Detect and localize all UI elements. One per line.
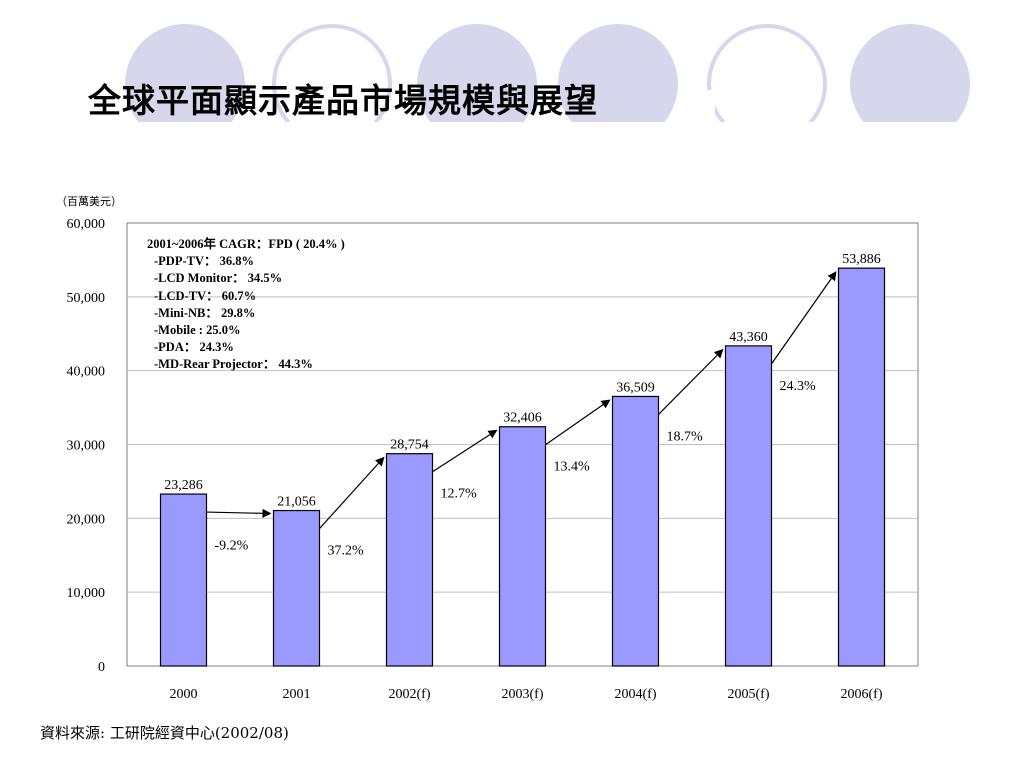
deco-circle	[850, 24, 970, 122]
y-tick-label: 60,000	[67, 217, 106, 232]
cagr-item-lcd-monitor: -LCD Monitor： 34.5%	[154, 271, 283, 286]
bar-value-label: 43,360	[729, 330, 768, 345]
cagr-item-mobile: -Mobile : 25.0%	[154, 323, 241, 338]
cagr-header: 2001~2006年 CAGR：FPD ( 20.4% )	[147, 237, 345, 251]
x-tick-label: 2004(f)	[615, 687, 657, 702]
cagr-item-pda: -PDA： 24.3%	[154, 340, 234, 355]
bar-value-label: 32,406	[503, 411, 542, 426]
bar-2001	[272, 509, 321, 667]
growth-rate-label: 12.7%	[441, 487, 478, 502]
cagr-item-mini-nb: -Mini-NB： 29.8%	[154, 305, 256, 320]
y-axis-unit-label: （百萬美元）	[56, 195, 122, 208]
cagr-annotation: 2001~2006年 CAGR：FPD ( 20.4% ) -PDP-TV： 3…	[147, 236, 345, 374]
cagr-item-pdp-tv: -PDP-TV： 36.8%	[154, 254, 254, 269]
bar-2006(f)	[837, 267, 886, 667]
bar-value-label: 28,754	[390, 438, 429, 453]
growth-arrow	[658, 348, 724, 415]
slide-title: 全球平面顯示產品市場規模與展望	[88, 81, 598, 120]
y-tick-label: 50,000	[67, 291, 106, 306]
growth-rate-label: 18.7%	[667, 429, 704, 444]
deco-ring	[272, 24, 392, 122]
x-tick-label: 2001	[283, 687, 311, 702]
growth-rate-label: -9.2%	[215, 539, 249, 554]
y-tick-label: 20,000	[67, 512, 106, 527]
bar-2003(f)	[498, 426, 547, 667]
bar-value-label: 53,886	[842, 252, 881, 267]
x-tick-label: 2003(f)	[502, 687, 544, 702]
deco-circle	[558, 24, 678, 122]
deco-circle	[417, 24, 537, 122]
bar-value-label: 23,286	[164, 478, 203, 493]
x-tick-label: 2006(f)	[841, 687, 883, 702]
growth-arrow	[319, 456, 385, 529]
growth-arrow	[206, 508, 272, 518]
bar-2000	[159, 493, 208, 667]
bar-2002(f)	[385, 453, 434, 667]
x-tick-label: 2005(f)	[728, 687, 770, 702]
growth-rate-label: 13.4%	[554, 460, 591, 475]
cagr-item-md-rear-projector: -MD-Rear Projector： 44.3%	[154, 357, 313, 372]
bar-value-label: 36,509	[616, 380, 655, 395]
growth-rate-label: 24.3%	[780, 379, 817, 394]
y-tick-label: 0	[98, 660, 105, 675]
y-tick-label: 40,000	[67, 365, 106, 380]
growth-arrow	[545, 399, 611, 446]
growth-rate-label: 37.2%	[328, 544, 365, 559]
growth-arrow	[771, 271, 837, 365]
bar-value-label: 21,056	[277, 495, 316, 510]
cagr-item-lcd-tv: -LCD-TV： 60.7%	[154, 288, 257, 303]
bar-2005(f)	[724, 345, 773, 667]
y-tick-label: 10,000	[67, 586, 106, 601]
deco-circle	[125, 24, 245, 122]
x-tick-label: 2002(f)	[389, 687, 431, 702]
source-note: 資料來源: 工研院經資中心(2002/08)	[40, 724, 289, 742]
deco-ring	[707, 24, 827, 122]
x-tick-label: 2000	[170, 687, 198, 702]
growth-arrow	[432, 429, 498, 473]
y-tick-label: 30,000	[67, 439, 106, 454]
bar-2004(f)	[611, 395, 660, 667]
